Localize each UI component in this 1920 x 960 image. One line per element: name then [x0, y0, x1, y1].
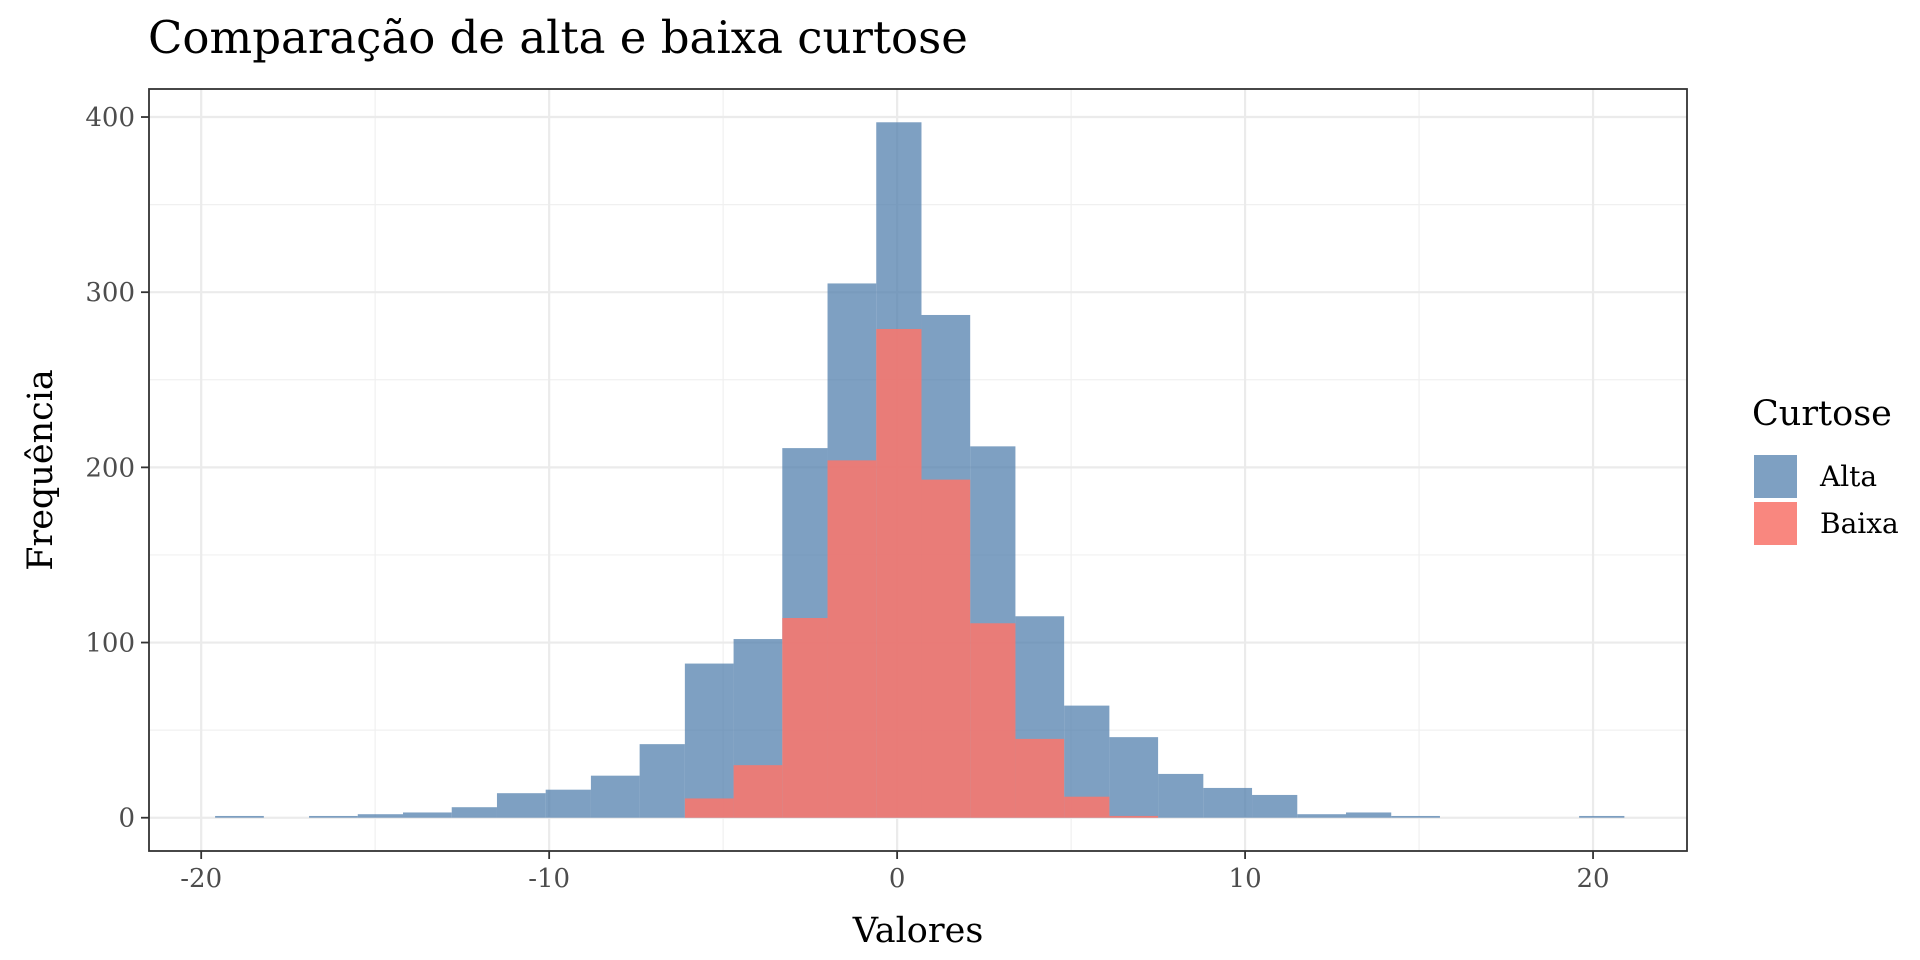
y-tick-label: 300: [85, 278, 135, 308]
series-baixa: [684, 328, 1159, 818]
bar-baixa: [970, 623, 1016, 818]
bar-baixa: [876, 328, 922, 818]
y-tick-label: 200: [85, 453, 135, 483]
bar-alta: [1391, 815, 1440, 818]
bar-alta: [403, 812, 452, 818]
bar-alta: [1158, 773, 1204, 818]
bar-baixa: [827, 460, 877, 818]
legend: Curtose Alta Baixa: [1752, 394, 1899, 545]
x-tick-label: 20: [1577, 864, 1610, 894]
y-axis-title: Frequência: [21, 369, 61, 571]
x-tick-label: 10: [1229, 864, 1262, 894]
x-tick-label: -10: [528, 864, 570, 894]
bar-alta: [639, 744, 685, 818]
y-tick-label: 100: [85, 629, 135, 659]
bar-alta: [215, 815, 264, 818]
legend-title: Curtose: [1752, 394, 1892, 434]
plot-border: [148, 88, 1688, 852]
bar-alta: [590, 775, 640, 818]
bar-alta: [496, 793, 546, 818]
legend-label-alta: Alta: [1819, 460, 1877, 493]
bar-alta: [1109, 737, 1159, 818]
bar-baixa: [1015, 738, 1065, 818]
bar-baixa: [733, 765, 783, 818]
y-tick-label: 0: [118, 804, 135, 834]
legend-key-alta: [1754, 455, 1797, 498]
bar-baixa: [1064, 796, 1110, 818]
y-tick-label: 400: [85, 103, 135, 133]
legend-key-baixa: [1754, 502, 1797, 545]
bar-baixa: [684, 798, 734, 818]
bar-alta: [357, 814, 404, 818]
bar-alta: [545, 789, 591, 818]
bar-alta: [451, 807, 497, 818]
bar-baixa: [1109, 815, 1159, 818]
x-axis-title: Valores: [852, 911, 984, 951]
bar-alta: [1345, 812, 1392, 818]
x-tick-label: -20: [180, 864, 222, 894]
bar-alta: [1203, 787, 1253, 818]
bar-alta: [1297, 814, 1346, 818]
bar-alta: [684, 663, 734, 818]
bar-baixa: [921, 479, 971, 818]
bar-baixa: [782, 618, 828, 818]
x-tick-label: 0: [889, 864, 906, 894]
bar-alta: [1579, 815, 1625, 818]
chart-title: Comparação de alta e baixa curtose: [148, 11, 968, 64]
bar-alta: [309, 815, 358, 818]
bar-alta: [1252, 794, 1298, 818]
legend-label-baixa: Baixa: [1820, 507, 1899, 540]
